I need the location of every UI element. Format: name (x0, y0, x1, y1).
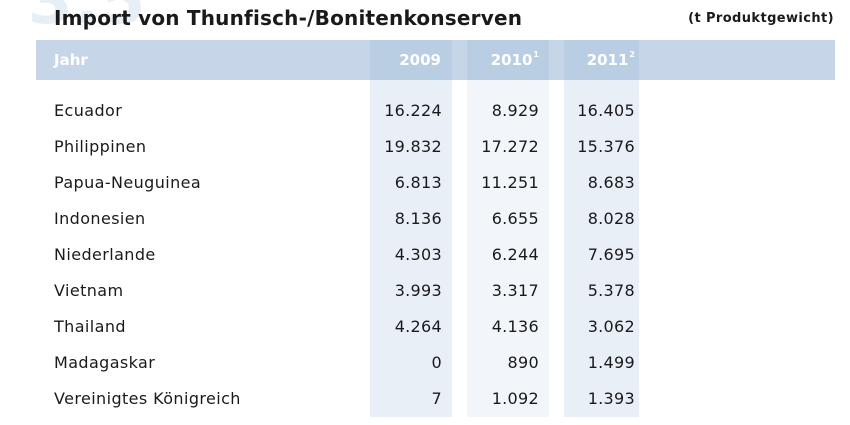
value-cell: 6.813 (394, 173, 442, 192)
value-cell: 15.376 (577, 137, 635, 156)
country-cell: Vereinigtes Königreich (54, 389, 241, 408)
value-cell: 4.303 (394, 245, 442, 264)
header-year-footnote: 2 (629, 50, 635, 59)
table-title: Import von Thunfisch-/Bonitenkonserven (54, 6, 523, 30)
table-row: Indonesien 8.136 6.655 8.028 (0, 209, 850, 245)
value-cell: 16.405 (577, 101, 635, 120)
value-cell: 8.929 (491, 101, 539, 120)
header-year-text: 2010 (490, 51, 533, 69)
country-cell: Papua-Neuguinea (54, 173, 202, 192)
value-cell: 4.136 (491, 317, 539, 336)
country-cell: Thailand (54, 317, 126, 336)
country-cell: Philippinen (54, 137, 147, 156)
header-year-2011: 20112 (586, 50, 635, 69)
value-cell: 8.683 (587, 173, 635, 192)
value-cell: 4.264 (394, 317, 442, 336)
value-cell: 1.499 (587, 353, 635, 372)
table-row: Niederlande 4.303 6.244 7.695 (0, 245, 850, 281)
table-row: Vereinigtes Königreich 7 1.092 1.393 (0, 389, 850, 425)
value-cell: 7.695 (587, 245, 635, 264)
value-cell: 19.832 (384, 137, 442, 156)
header-year-2009: 2009 (399, 51, 442, 69)
value-cell: 3.993 (394, 281, 442, 300)
value-cell: 17.272 (481, 137, 539, 156)
table-row: Vietnam 3.993 3.317 5.378 (0, 281, 850, 317)
header-year-text: 2011 (586, 51, 629, 69)
value-cell: 5.378 (587, 281, 635, 300)
column-band-2011 (564, 40, 639, 417)
country-cell: Indonesien (54, 209, 146, 228)
value-cell: 0 (431, 353, 442, 372)
header-year-text: 2009 (399, 51, 441, 69)
header-year-footnote: 1 (533, 50, 539, 59)
unit-label: (t Produktgewicht) (688, 11, 834, 26)
table-row: Papua-Neuguinea 6.813 11.251 8.683 (0, 173, 850, 209)
value-cell: 11.251 (481, 173, 539, 192)
value-cell: 1.092 (491, 389, 539, 408)
column-header-bg-2011 (564, 40, 639, 80)
column-header-bg-2009 (370, 40, 452, 80)
value-cell: 3.062 (587, 317, 635, 336)
column-band-2009 (370, 40, 452, 417)
country-cell: Niederlande (54, 245, 156, 264)
column-band-2010 (467, 40, 549, 417)
section-number-watermark: 3.5 (28, 0, 148, 39)
table-row: Ecuador 16.224 8.929 16.405 (0, 101, 850, 137)
value-cell: 3.317 (491, 281, 539, 300)
header-year-2010: 20101 (490, 50, 539, 69)
value-cell: 8.028 (587, 209, 635, 228)
table-row: Madagaskar 0 890 1.499 (0, 353, 850, 389)
value-cell: 6.244 (491, 245, 539, 264)
value-cell: 6.655 (491, 209, 539, 228)
country-cell: Vietnam (54, 281, 124, 300)
header-year-label: Jahr (54, 51, 88, 69)
country-cell: Madagaskar (54, 353, 156, 372)
table-row: Thailand 4.264 4.136 3.062 (0, 317, 850, 353)
value-cell: 1.393 (587, 389, 635, 408)
value-cell: 16.224 (384, 101, 442, 120)
table-row: Philippinen 19.832 17.272 15.376 (0, 137, 850, 173)
column-header-bg-2010 (467, 40, 549, 80)
country-cell: Ecuador (54, 101, 123, 120)
value-cell: 890 (507, 353, 539, 372)
value-cell: 7 (431, 389, 442, 408)
value-cell: 8.136 (394, 209, 442, 228)
